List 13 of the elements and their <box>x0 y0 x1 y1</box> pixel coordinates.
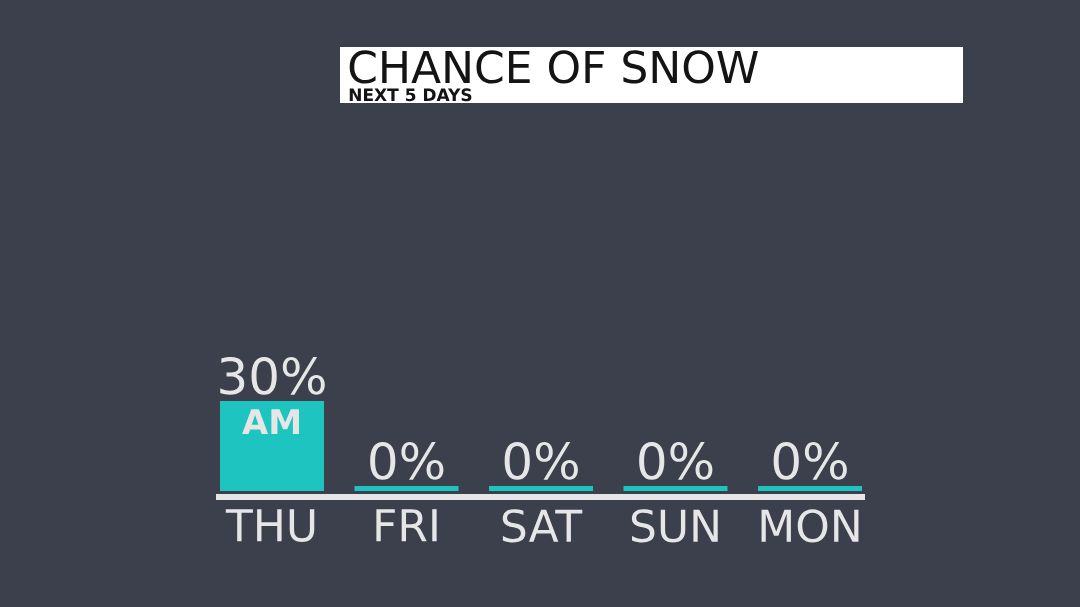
x-tick-label: MON <box>761 509 859 543</box>
chart-subtitle: NEXT 5 DAYS <box>349 88 472 102</box>
data-label: 30% <box>220 356 325 395</box>
data-label: 0% <box>773 441 847 480</box>
x-tick-label: FRI <box>376 509 437 542</box>
data-label: 0% <box>504 441 578 480</box>
data-label: 0% <box>370 441 444 480</box>
chart-title: CHANCE OF SNOW <box>349 50 758 84</box>
x-tick-label: SUN <box>631 509 718 543</box>
x-tick-label: SAT <box>502 509 583 543</box>
data-label: 0% <box>639 441 713 480</box>
x-tick-label: THU <box>225 509 315 542</box>
annotation: AM <box>242 409 299 434</box>
